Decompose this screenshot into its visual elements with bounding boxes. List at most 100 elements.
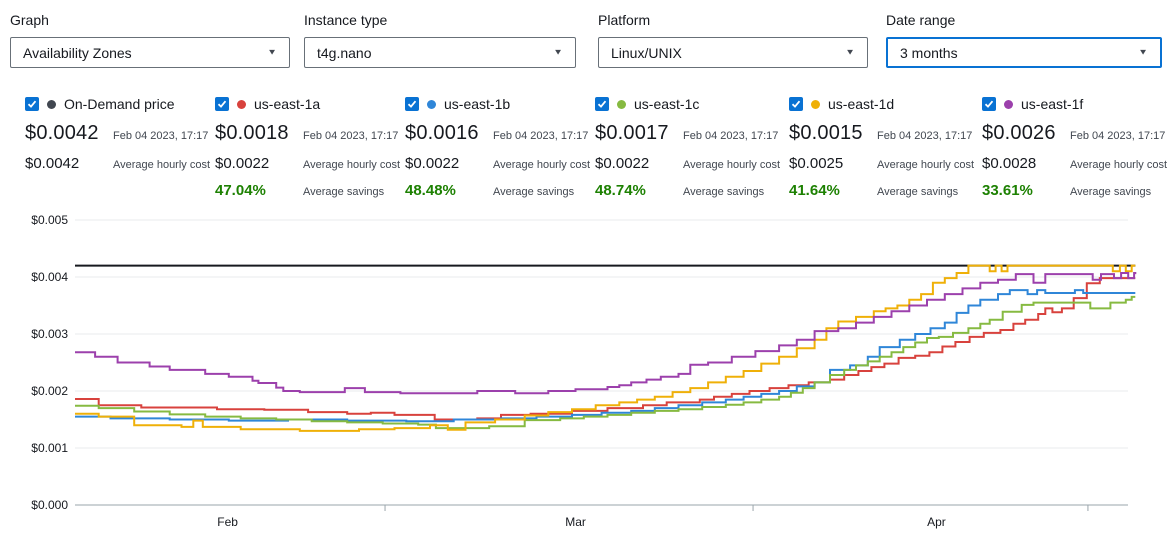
average-savings: 48.48%	[405, 182, 456, 199]
series-name: us-east-1f	[1021, 96, 1084, 112]
average-savings-label: Average savings	[303, 186, 385, 198]
y-axis-tick-label: $0.002	[31, 384, 68, 398]
average-hourly-cost: $0.0022	[595, 155, 650, 172]
x-axis-month-label: Mar	[565, 515, 586, 529]
average-savings-label: Average savings	[683, 186, 765, 198]
current-price: $0.0018	[215, 122, 289, 144]
platform-select[interactable]: Linux/UNIX ▼	[598, 37, 868, 68]
chevron-down-icon: ▼	[845, 47, 855, 57]
y-axis-tick-label: $0.001	[31, 441, 68, 455]
average-hourly-cost: $0.0042	[25, 155, 80, 172]
series-line-us-east-1a	[75, 277, 1136, 421]
y-axis-tick-label: $0.000	[31, 498, 68, 512]
price-history-chart: $0.000 $0.001 $0.002 $0.003 $0.004 $0.005 Feb M…	[0, 200, 1174, 550]
instance-type-label: Instance type	[304, 12, 388, 28]
legend-item-on-demand-price: On-Demand price $0.0042 Feb 04 2023, 17:17…	[25, 96, 215, 199]
graph-control: Graph Availability Zones ▼	[10, 12, 290, 68]
current-price: $0.0026	[982, 122, 1056, 144]
price-date: Feb 04 2023, 17:17	[1070, 130, 1166, 142]
current-price: $0.0042	[25, 122, 99, 144]
date-range-label: Date range	[886, 12, 956, 28]
average-hourly-cost: $0.0028	[982, 155, 1037, 172]
series-line-us-east-1b	[75, 289, 1136, 423]
legend-item-us-east-1d: us-east-1d $0.0015 Feb 04 2023, 17:17 $0.00…	[789, 96, 982, 199]
average-hourly-cost-label: Average hourly cost	[1070, 159, 1168, 171]
price-date: Feb 04 2023, 17:17	[113, 130, 209, 142]
average-hourly-cost-label: Average hourly cost	[303, 159, 401, 171]
chevron-down-icon: ▼	[553, 47, 563, 57]
series-color-dot	[1004, 99, 1013, 109]
date-range-select-value: 3 months	[900, 44, 958, 61]
check-icon	[791, 100, 801, 108]
current-price: $0.0017	[595, 122, 669, 144]
platform-select-value: Linux/UNIX	[611, 44, 682, 61]
instance-type-select-value: t4g.nano	[317, 44, 372, 61]
chart-legend: On-Demand price $0.0042 Feb 04 2023, 17:17…	[25, 96, 1167, 199]
series-name: us-east-1a	[254, 96, 321, 112]
series-color-dot	[811, 99, 820, 109]
series-line-us-east-1c	[75, 295, 1136, 430]
average-savings-label: Average savings	[877, 186, 959, 198]
chevron-down-icon: ▼	[267, 47, 277, 57]
average-hourly-cost-label: Average hourly cost	[113, 159, 211, 171]
series-color-dot	[47, 99, 56, 109]
series-name: us-east-1d	[828, 96, 895, 112]
average-hourly-cost-label: Average hourly cost	[493, 159, 591, 171]
check-icon	[217, 100, 227, 108]
current-price: $0.0015	[789, 122, 863, 144]
legend-checkbox[interactable]	[405, 97, 419, 111]
date-range-control: Date range 3 months ▼	[886, 12, 1162, 68]
average-savings: 41.64%	[789, 182, 840, 199]
series-name: On-Demand price	[64, 96, 175, 112]
average-savings: 33.61%	[982, 182, 1033, 199]
legend-checkbox[interactable]	[215, 97, 229, 111]
legend-checkbox[interactable]	[789, 97, 803, 111]
series-line-us-east-1f	[75, 272, 1137, 395]
average-savings: 48.74%	[595, 182, 646, 199]
series-color-dot	[617, 99, 626, 109]
check-icon	[27, 100, 37, 108]
price-date: Feb 04 2023, 17:17	[303, 130, 399, 142]
average-hourly-cost: $0.0025	[789, 155, 844, 172]
series-line-us-east-1d	[75, 264, 1136, 432]
current-price: $0.0016	[405, 122, 479, 144]
legend-item-us-east-1c: us-east-1c $0.0017 Feb 04 2023, 17:17 $0.00…	[595, 96, 789, 199]
y-axis-tick-label: $0.004	[31, 270, 68, 284]
series-name: us-east-1c	[634, 96, 700, 112]
graph-label: Graph	[10, 12, 49, 28]
price-history-plot[interactable]: $0.000 $0.001 $0.002 $0.003 $0.004 $0.005 Feb M…	[0, 200, 1174, 550]
y-axis-tick-label: $0.003	[31, 327, 68, 341]
y-axis-tick-label: $0.005	[31, 213, 68, 227]
legend-checkbox[interactable]	[25, 97, 39, 111]
x-axis-month-label: Feb	[217, 515, 238, 529]
series-color-dot	[237, 99, 246, 109]
legend-item-us-east-1f: us-east-1f $0.0026 Feb 04 2023, 17:17 $0.00…	[982, 96, 1172, 199]
platform-label: Platform	[598, 12, 651, 28]
average-hourly-cost: $0.0022	[215, 155, 270, 172]
average-hourly-cost: $0.0022	[405, 155, 460, 172]
check-icon	[407, 100, 417, 108]
average-savings: 47.04%	[215, 182, 266, 199]
graph-select[interactable]: Availability Zones ▼	[10, 37, 290, 68]
legend-item-us-east-1a: us-east-1a $0.0018 Feb 04 2023, 17:17 $0.00…	[215, 96, 405, 199]
graph-select-value: Availability Zones	[23, 44, 132, 61]
platform-control: Platform Linux/UNIX ▼	[598, 12, 868, 68]
instance-type-control: Instance type t4g.nano ▼	[304, 12, 576, 68]
date-range-select[interactable]: 3 months ▼	[886, 37, 1162, 68]
legend-checkbox[interactable]	[595, 97, 609, 111]
price-date: Feb 04 2023, 17:17	[877, 130, 973, 142]
instance-type-select[interactable]: t4g.nano ▼	[304, 37, 576, 68]
legend-checkbox[interactable]	[982, 97, 996, 111]
average-savings-label: Average savings	[493, 186, 575, 198]
legend-item-us-east-1b: us-east-1b $0.0016 Feb 04 2023, 17:17 $0.00…	[405, 96, 595, 199]
series-name: us-east-1b	[444, 96, 511, 112]
x-axis-month-label: Apr	[927, 515, 946, 529]
check-icon	[984, 100, 994, 108]
chevron-down-icon: ▼	[1138, 47, 1148, 57]
price-date: Feb 04 2023, 17:17	[683, 130, 779, 142]
average-savings-label: Average savings	[1070, 186, 1152, 198]
price-date: Feb 04 2023, 17:17	[493, 130, 589, 142]
average-hourly-cost-label: Average hourly cost	[683, 159, 781, 171]
check-icon	[597, 100, 607, 108]
